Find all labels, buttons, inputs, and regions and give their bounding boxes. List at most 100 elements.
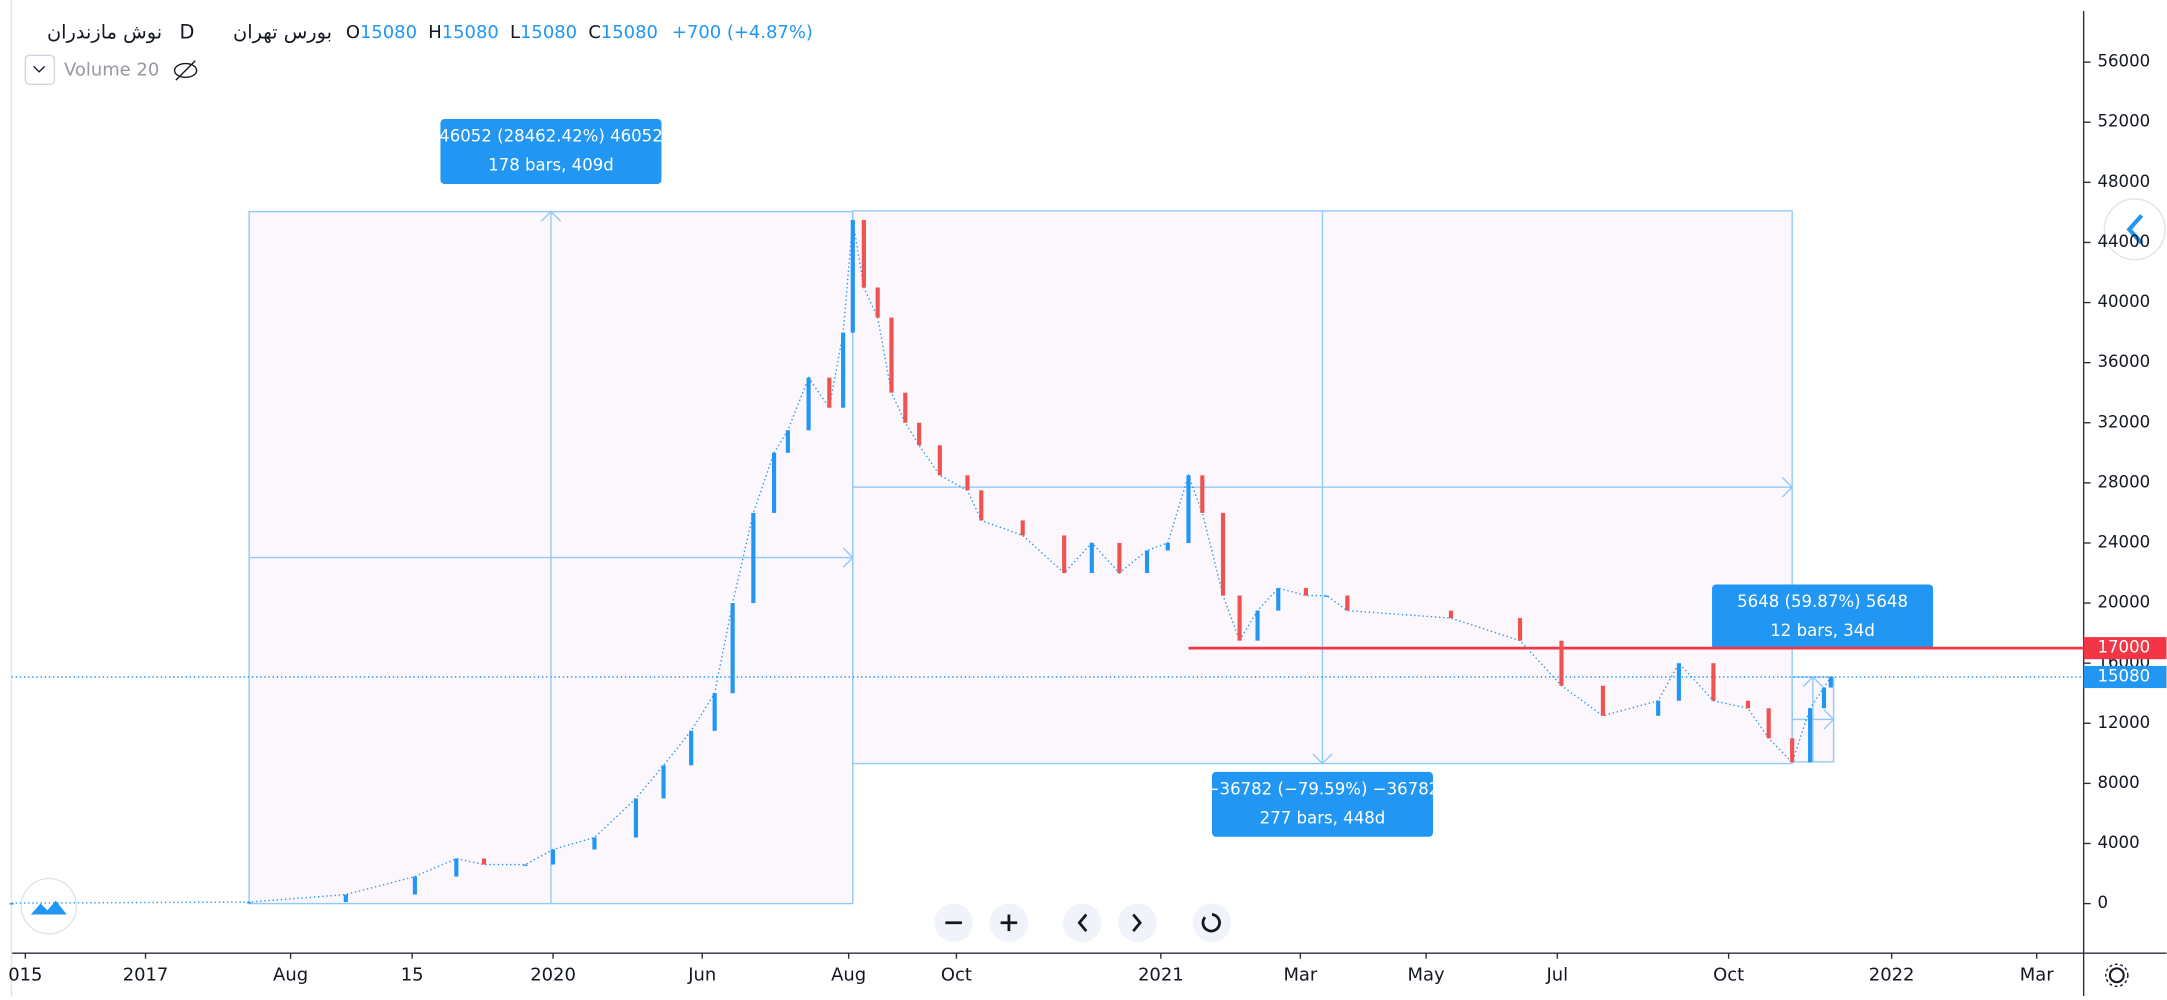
candle (875, 287, 880, 318)
measure-arrow-v (540, 210, 562, 222)
candle (1656, 700, 1661, 716)
settings[interactable] (2105, 963, 2129, 988)
collapse-button[interactable] (24, 54, 56, 85)
candle (751, 512, 756, 604)
x-tick-label: 15 (401, 964, 424, 985)
measure-label: 46052 (28462.42%) 46052 (439, 127, 663, 146)
candle (1808, 708, 1813, 763)
candle (247, 902, 252, 904)
candle (1117, 542, 1122, 574)
x-tick-label: Oct (1713, 964, 1744, 985)
zoom-in[interactable] (989, 903, 1029, 943)
y-tick-label: 44000 (2097, 232, 2150, 251)
candle (1303, 588, 1308, 596)
candle (481, 858, 487, 865)
scroll-right[interactable] (1118, 903, 1157, 943)
candle (1711, 663, 1716, 701)
candle (1600, 685, 1605, 716)
candle (1089, 542, 1094, 574)
price-label-bg (2083, 665, 2167, 689)
candle (1186, 475, 1191, 543)
candle (965, 475, 970, 491)
o-label: O (346, 22, 360, 43)
side-toggle[interactable] (2103, 198, 2166, 261)
price-line-series (11, 219, 1832, 904)
candle (771, 452, 777, 513)
x-tick-label: Oct (941, 964, 972, 985)
x-tick-label: Mar (1283, 964, 1317, 985)
candle (412, 876, 417, 895)
candle (1790, 738, 1795, 763)
y-tick-label: 32000 (2097, 412, 2150, 431)
candle (712, 693, 717, 731)
candle (343, 894, 348, 903)
side-toggle-icon (2126, 214, 2144, 245)
candle (1766, 708, 1771, 739)
x-tick-label: Aug (831, 964, 866, 985)
candle (861, 219, 866, 288)
measure-label-bg (440, 119, 662, 184)
x-tick-label: 2022 (1869, 964, 1915, 985)
measure-sublabel: 178 bars, 409d (488, 156, 614, 175)
candle (1062, 535, 1067, 574)
zoom-out[interactable] (934, 903, 973, 943)
candle (1828, 676, 1833, 688)
y-tick-label: 36000 (2097, 352, 2150, 371)
change: +700 (+4.87%) (672, 22, 813, 43)
candle (1255, 610, 1260, 641)
candle (917, 422, 922, 446)
candle (1165, 542, 1170, 551)
h-label: H (428, 22, 442, 43)
y-tick-label: 28000 (2097, 472, 2150, 491)
exchange: بورس تهران (233, 21, 332, 44)
candle (850, 219, 855, 333)
close: 15080 (601, 22, 658, 43)
ohlc: O15080 H15080 L15080 C15080 +700 (+4.87%… (346, 22, 813, 43)
measure-arrow-h (1782, 477, 1794, 498)
logo-mark (30, 900, 67, 915)
candle (785, 430, 790, 453)
candle (1237, 595, 1242, 641)
y-tick-label: 40000 (2097, 292, 2150, 311)
x-tick-label: Aug (273, 964, 308, 985)
symbol: نوش مازندران (47, 21, 162, 44)
logo[interactable] (20, 877, 78, 935)
chevron (33, 65, 46, 73)
candle (661, 765, 666, 799)
measure-sublabel: 277 bars, 448d (1260, 808, 1386, 827)
measure-label-bg (1211, 771, 1433, 837)
measure-arrow-v (1802, 676, 1824, 688)
x-tick-label: Jul (1545, 964, 1568, 985)
candle (889, 317, 894, 393)
c-label: C (588, 22, 601, 43)
candle (1517, 618, 1523, 641)
eye-icon[interactable] (173, 60, 198, 81)
candle (9, 903, 14, 905)
candle (1144, 550, 1150, 574)
l-label: L (510, 22, 520, 43)
candle (1200, 475, 1205, 513)
low: 15080 (520, 22, 577, 43)
x-tick-label: Jun (687, 964, 716, 985)
x-tick-label: 015 (8, 964, 42, 985)
candle (806, 377, 811, 431)
x-tick-label: May (1408, 964, 1445, 985)
price-label-bg (2083, 637, 2167, 660)
scroll-left[interactable] (1062, 903, 1102, 943)
candle (841, 332, 846, 408)
candle (1559, 640, 1564, 686)
measure-label-bg (1712, 584, 1934, 650)
reset[interactable] (1192, 903, 1232, 943)
candle (454, 858, 459, 877)
candle (1448, 610, 1454, 619)
candle (592, 837, 597, 850)
candle (1276, 588, 1281, 611)
high: 15080 (442, 22, 499, 43)
y-tick-label: 56000 (2097, 52, 2150, 71)
y-tick-label: 12000 (2097, 713, 2150, 732)
price-label: 17000 (2097, 638, 2150, 657)
candle (1821, 687, 1827, 709)
